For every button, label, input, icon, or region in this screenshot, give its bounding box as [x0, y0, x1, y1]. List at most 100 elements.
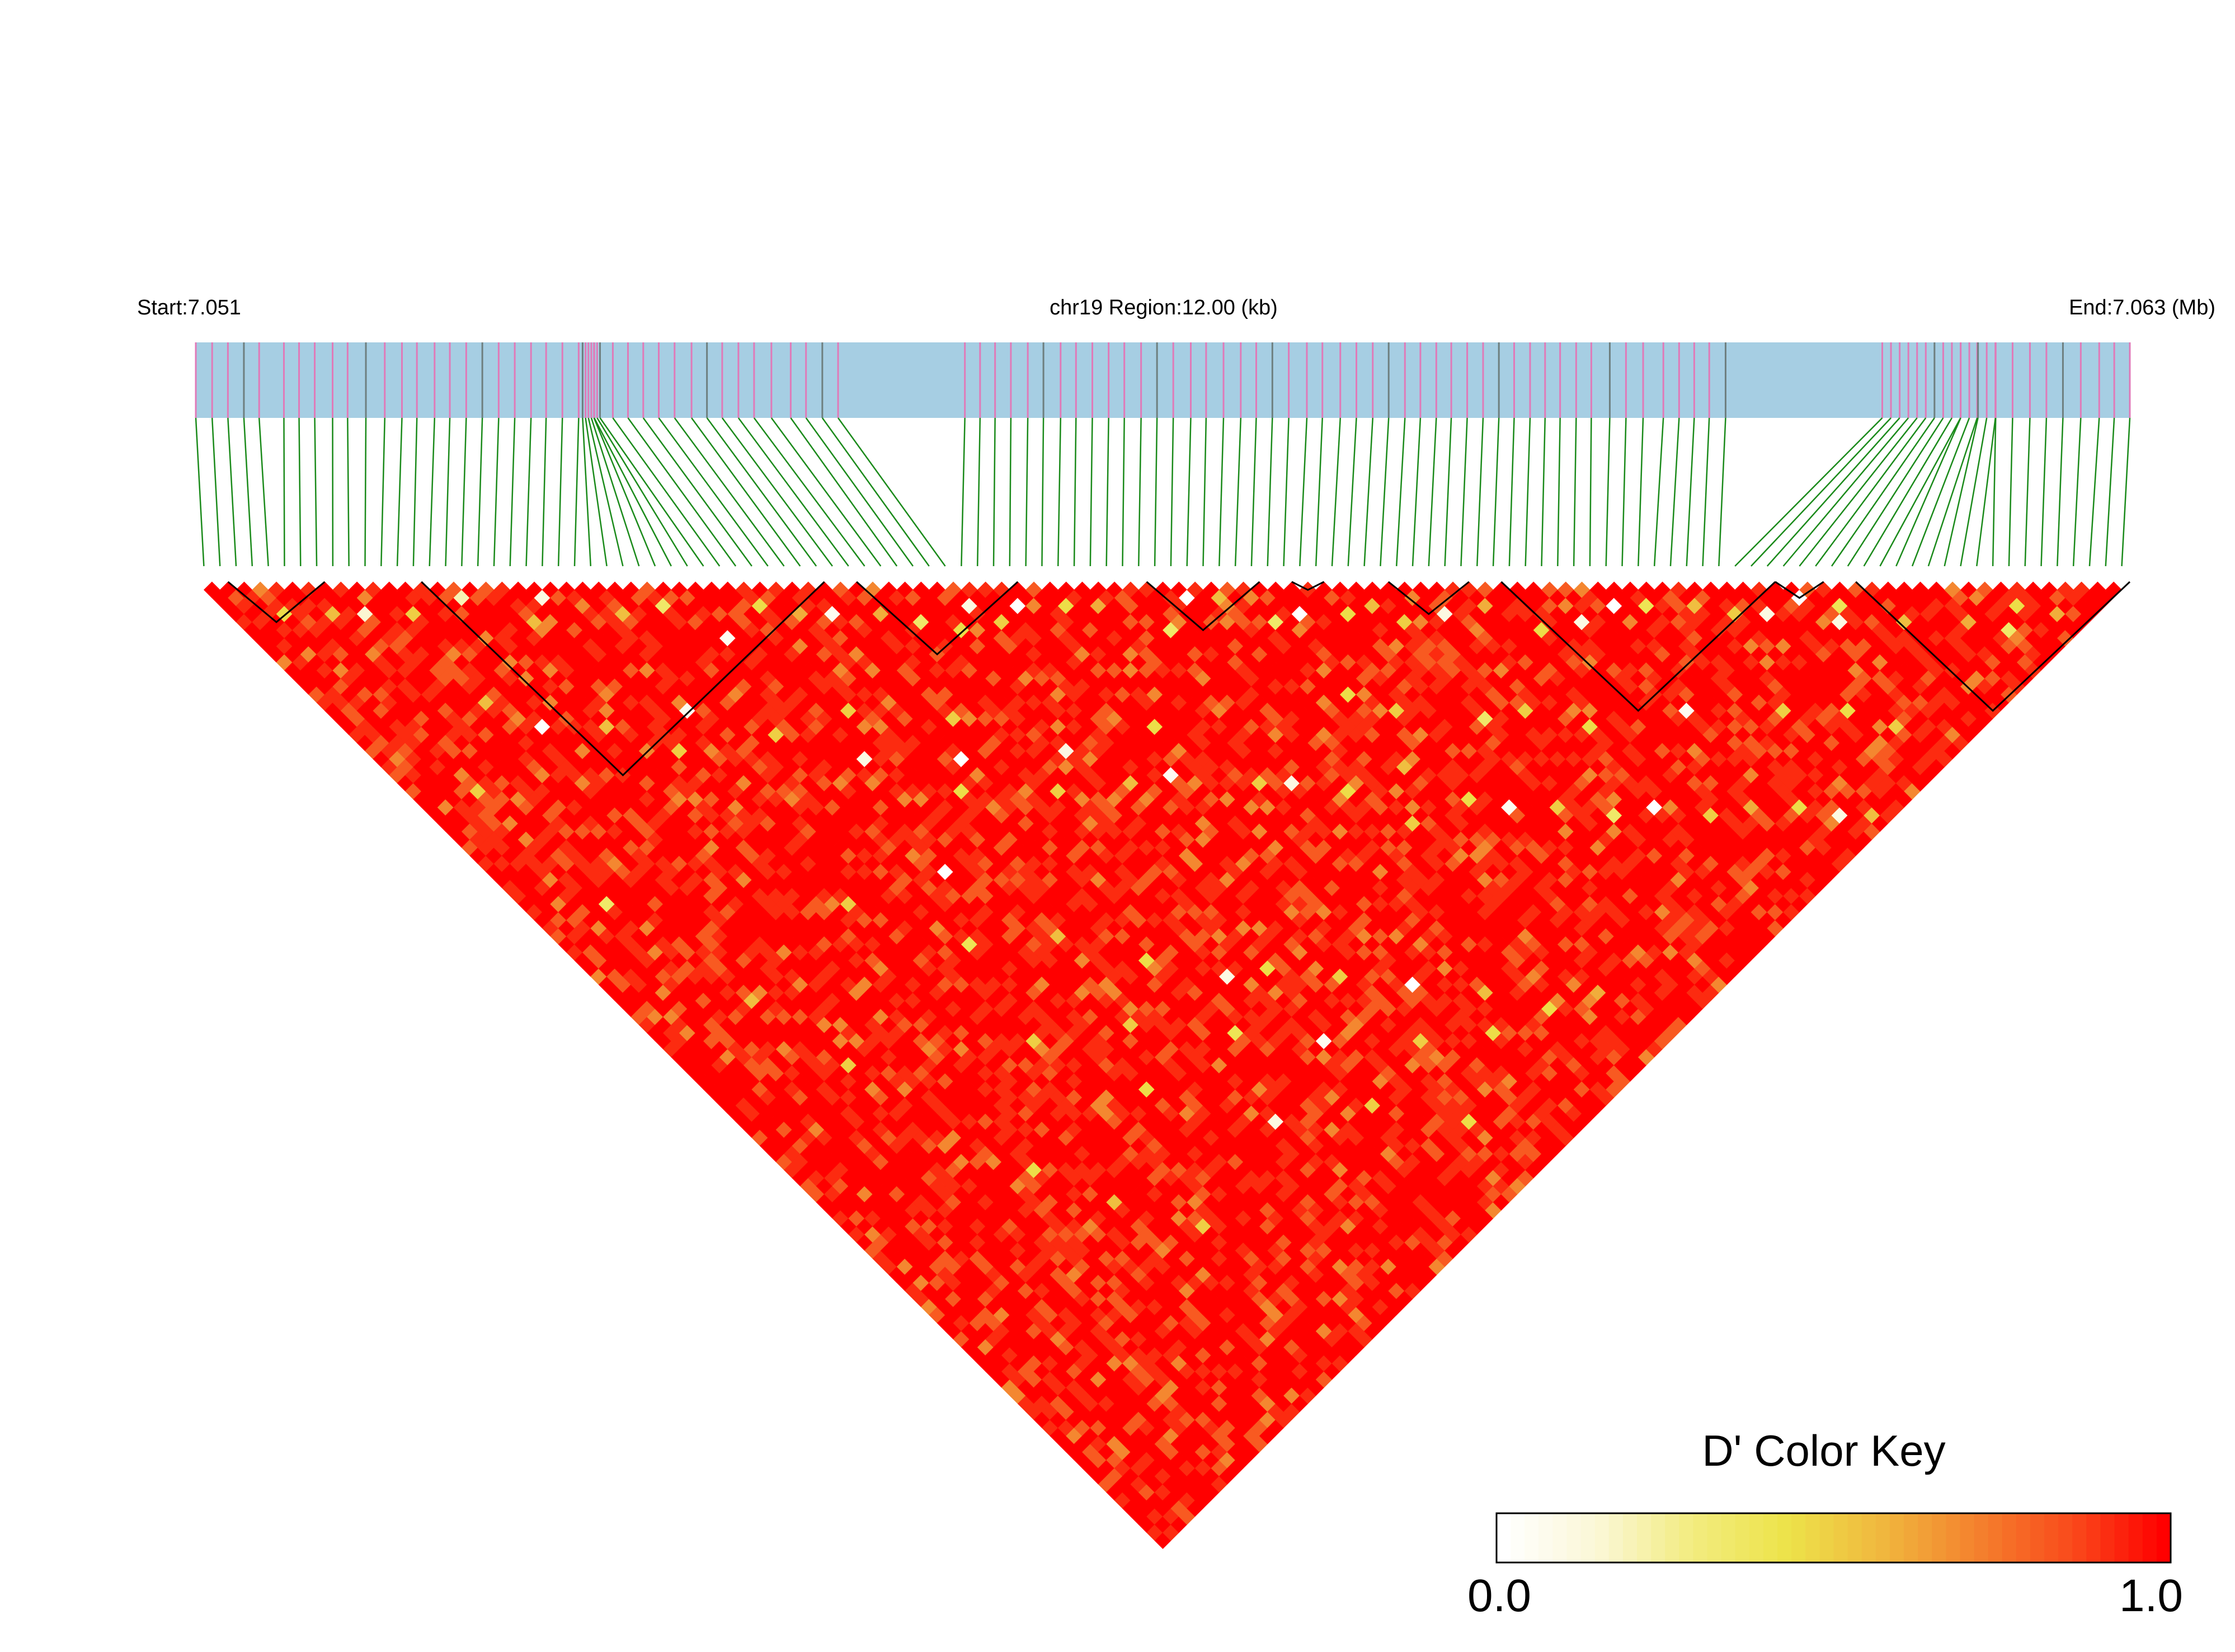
snp-connector [1621, 417, 1627, 567]
snp-connector [364, 417, 367, 567]
snp-connector [770, 417, 882, 567]
snp-connector [1686, 417, 1695, 567]
snp-connector [1766, 417, 1900, 567]
snp-connector [1589, 417, 1592, 567]
snp-connector [706, 417, 817, 567]
snp-position-markers [195, 342, 2131, 418]
start-label: Start:7.051 [137, 296, 241, 319]
snp-connector [1605, 417, 1611, 567]
snp-connector [396, 417, 403, 567]
snp-connector [1718, 417, 1726, 567]
snp-connector [573, 417, 580, 567]
snp-connector [1283, 417, 1290, 567]
snp-connector [1702, 417, 1710, 567]
snp-connector [1057, 417, 1062, 567]
snp-connector [1186, 417, 1192, 567]
snp-connector [1009, 417, 1012, 567]
snp-connector [1218, 417, 1225, 567]
snp-connector [1428, 417, 1437, 567]
snp-connector [1815, 417, 1927, 567]
snp-connector [412, 417, 418, 567]
snp-connector [1380, 417, 1390, 567]
snp-connector [1025, 417, 1029, 567]
snp-connector [1927, 417, 1978, 567]
region-label: chr19 Region:12.00 (kb) [1050, 296, 1278, 319]
snp-connector [1267, 417, 1273, 567]
snp-connector [674, 417, 785, 567]
snp-connector [596, 417, 688, 567]
snp-connector [2088, 417, 2100, 567]
snp-connector [347, 417, 350, 567]
end-label: End:7.063 (Mb) [2069, 296, 2215, 319]
snp-connector [1976, 417, 1996, 567]
snp-connector [1573, 417, 1577, 567]
snp-connector [1911, 417, 1970, 567]
snp-connector [258, 417, 269, 567]
snp-connector [1411, 417, 1422, 567]
snp-connector [1863, 417, 1953, 567]
snp-connector [2040, 417, 2048, 567]
snp-connector [585, 417, 608, 567]
snp-connector [593, 417, 656, 567]
snp-connector [1992, 417, 1997, 567]
snp-connector [737, 417, 849, 567]
snp-connector [1653, 417, 1664, 567]
snp-connector [992, 417, 996, 567]
snp-connector [227, 417, 237, 567]
snp-connector [1669, 417, 1680, 567]
snp-connector [1960, 417, 1988, 567]
snp-connector [590, 417, 640, 567]
snp-connector [976, 417, 981, 567]
snp-connector [1122, 417, 1125, 567]
snp-connector [1202, 417, 1207, 567]
snp-connector [961, 417, 966, 567]
snp-connector [1847, 417, 1944, 567]
snp-connector [753, 417, 865, 567]
snp-connector [721, 417, 833, 567]
snp-connector [587, 417, 624, 567]
snp-connector [837, 417, 946, 567]
snp-connector [1073, 417, 1077, 567]
snp-connector [2121, 417, 2131, 567]
snp-connector [2057, 417, 2064, 567]
snp-connector [1347, 417, 1357, 567]
snp-connector [1492, 417, 1500, 567]
snp-connector [1831, 417, 1935, 567]
snp-connector [380, 417, 386, 567]
snp-connector [1508, 417, 1515, 567]
ld-heatmap [203, 581, 2123, 1549]
snp-connector [691, 417, 801, 567]
snp-connector [1105, 417, 1109, 567]
snp-connector [1944, 417, 1979, 567]
snp-connector [1460, 417, 1468, 567]
snp-connector [790, 417, 898, 567]
snp-connector [525, 417, 532, 567]
snp-connector [1444, 417, 1452, 567]
snp-connector [642, 417, 752, 567]
snp-connector [477, 417, 483, 567]
snp-connector [1638, 417, 1644, 567]
snp-connector [2024, 417, 2031, 567]
snp-connector [1476, 417, 1484, 567]
snp-connector [542, 417, 547, 567]
snp-connector-lines [195, 417, 2131, 567]
snp-connector [557, 417, 563, 567]
snp-connector [298, 417, 302, 567]
snp-connector [2008, 417, 2013, 567]
snp-connector [1041, 417, 1044, 567]
snp-connector [1170, 417, 1174, 567]
snp-connector [658, 417, 769, 567]
snp-connector [627, 417, 737, 567]
snp-connector [461, 417, 467, 567]
snp-connector [1234, 417, 1242, 567]
snp-connector [612, 417, 721, 567]
snp-connector [1154, 417, 1158, 567]
snp-connector [1557, 417, 1561, 567]
snp-connector [493, 417, 500, 567]
snp-connector [1250, 417, 1257, 567]
snp-connector [211, 417, 221, 567]
snp-connector [1299, 417, 1308, 567]
snp-connector [582, 417, 592, 567]
snp-connector [1524, 417, 1531, 567]
